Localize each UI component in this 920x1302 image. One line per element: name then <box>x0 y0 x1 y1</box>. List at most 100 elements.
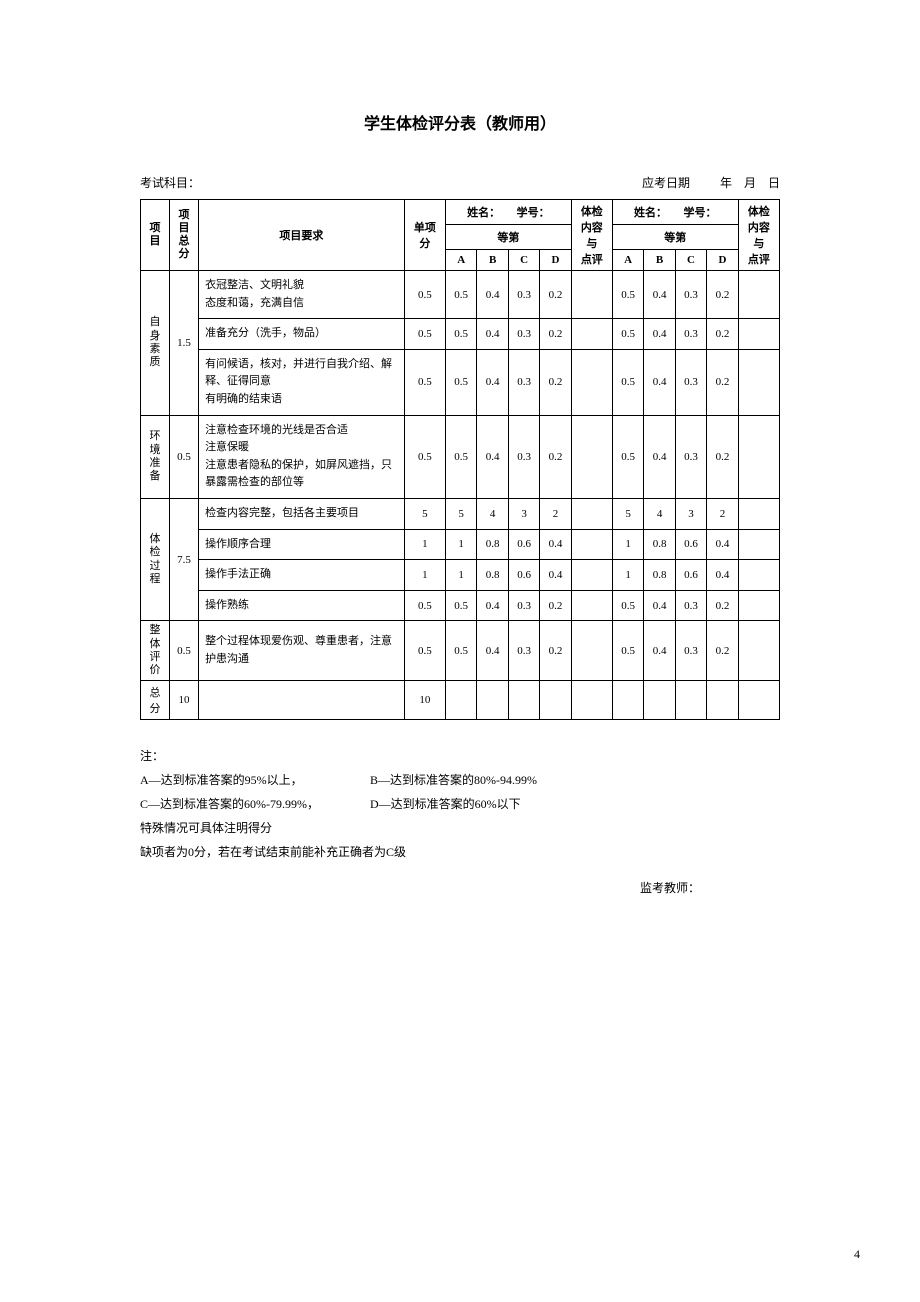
h2-b: B <box>644 250 675 271</box>
section-total: 0.5 <box>170 621 199 681</box>
comment-cell <box>738 498 779 529</box>
grade-cell: 0.5 <box>445 621 476 681</box>
comment-cell <box>571 621 612 681</box>
requirement-cell: 衣冠整洁、文明礼貌 态度和蔼，充满自信 <box>199 271 405 319</box>
grade-cell: 0.2 <box>540 415 571 498</box>
grade-cell: 0.5 <box>612 590 643 621</box>
total-single: 10 <box>404 681 445 720</box>
date-field: 应考日期 年 月 日 <box>642 174 780 191</box>
grade-cell: 0.6 <box>508 529 539 560</box>
grade-cell: 0.5 <box>445 415 476 498</box>
total-blank-cell <box>707 681 738 720</box>
single-score-cell: 1 <box>404 529 445 560</box>
table-row: 整体 评价0.5整个过程体现爱伤观、尊重患者，注意护患沟通0.50.50.40.… <box>141 621 780 681</box>
grade-cell: 0.6 <box>675 529 706 560</box>
grade-cell: 0.4 <box>477 349 508 415</box>
grade-cell: 0.5 <box>612 349 643 415</box>
grade-cell: 0.3 <box>675 319 706 350</box>
total-blank-cell <box>540 681 571 720</box>
requirement-cell: 有问候语，核对，并进行自我介绍、解释、征得同意 有明确的结束语 <box>199 349 405 415</box>
scoring-table: 项目 项目 总分 项目要求 单项分 姓名： 学号： 体检 内容 与 点评 姓名：… <box>140 199 780 720</box>
grade-cell: 0.2 <box>540 271 571 319</box>
student1-name-id: 姓名： 学号： <box>445 200 571 225</box>
col-project-req: 项目要求 <box>199 200 405 271</box>
section-name: 体检 过程 <box>141 498 170 620</box>
grade-cell: 0.3 <box>675 621 706 681</box>
grade-cell: 0.2 <box>540 319 571 350</box>
total-blank-cell <box>445 681 476 720</box>
h2-a: A <box>612 250 643 271</box>
h1-b: B <box>477 250 508 271</box>
table-row: 体检 过程7.5检查内容完整，包括各主要项目554325432 <box>141 498 780 529</box>
table-row: 自身 素质1.5衣冠整洁、文明礼貌 态度和蔼，充满自信0.50.50.40.30… <box>141 271 780 319</box>
total-blank-cell <box>644 681 675 720</box>
comment-cell <box>738 415 779 498</box>
notes-block: 注： A—达到标准答案的95%以上， B—达到标准答案的80%-94.99% C… <box>140 744 780 900</box>
comment-cell <box>571 319 612 350</box>
grade-cell: 0.6 <box>675 560 706 591</box>
grade-cell: 0.2 <box>707 349 738 415</box>
invigilator-label: 监考教师： <box>140 876 780 900</box>
grade-cell: 0.2 <box>707 319 738 350</box>
requirement-cell: 注意检查环境的光线是否合适 注意保暖 注意患者隐私的保护，如屏风遮挡，只暴露需检… <box>199 415 405 498</box>
single-score-cell: 0.5 <box>404 271 445 319</box>
comment-cell <box>738 621 779 681</box>
total-req-blank <box>199 681 405 720</box>
total-row: 总分1010 <box>141 681 780 720</box>
col-comment-2: 体检 内容 与 点评 <box>738 200 779 271</box>
grade-cell: 0.3 <box>508 621 539 681</box>
grade-cell: 0.4 <box>644 590 675 621</box>
total-blank-cell <box>571 681 612 720</box>
single-score-cell: 0.5 <box>404 349 445 415</box>
document-title: 学生体检评分表（教师用） <box>140 110 780 134</box>
date-label: 应考日期 <box>642 176 690 190</box>
grade-cell: 5 <box>612 498 643 529</box>
grade-cell: 0.8 <box>477 560 508 591</box>
section-name: 环境 准备 <box>141 415 170 498</box>
comment-cell <box>571 415 612 498</box>
meta-row: 考试科目： 应考日期 年 月 日 <box>140 174 780 191</box>
grade-label-2: 等第 <box>612 225 738 250</box>
grade-cell: 0.5 <box>445 349 476 415</box>
comment-cell <box>571 590 612 621</box>
grade-cell: 0.4 <box>477 621 508 681</box>
comment-cell <box>738 590 779 621</box>
table-body: 自身 素质1.5衣冠整洁、文明礼貌 态度和蔼，充满自信0.50.50.40.30… <box>141 271 780 720</box>
h1-a: A <box>445 250 476 271</box>
single-score-cell: 0.5 <box>404 621 445 681</box>
grade-cell: 0.4 <box>477 590 508 621</box>
table-row: 操作熟练0.50.50.40.30.20.50.40.30.2 <box>141 590 780 621</box>
date-sep: 年 月 日 <box>720 176 780 190</box>
col-project-total: 项目 总分 <box>170 200 199 271</box>
grade-cell: 0.3 <box>675 271 706 319</box>
grade-cell: 1 <box>612 529 643 560</box>
grade-cell: 0.4 <box>540 560 571 591</box>
comment-cell <box>738 271 779 319</box>
table-row: 有问候语，核对，并进行自我介绍、解释、征得同意 有明确的结束语0.50.50.4… <box>141 349 780 415</box>
single-score-cell: 0.5 <box>404 319 445 350</box>
total-blank-cell <box>675 681 706 720</box>
section-total: 0.5 <box>170 415 199 498</box>
single-score-cell: 5 <box>404 498 445 529</box>
grade-cell: 0.4 <box>540 529 571 560</box>
grade-cell: 2 <box>707 498 738 529</box>
note-missing: 缺项者为0分，若在考试结束前能补充正确者为C级 <box>140 840 780 864</box>
single-score-cell: 0.5 <box>404 590 445 621</box>
student2-name-id: 姓名： 学号： <box>612 200 738 225</box>
grade-cell: 0.3 <box>508 590 539 621</box>
grade-cell: 0.5 <box>445 271 476 319</box>
requirement-cell: 检查内容完整，包括各主要项目 <box>199 498 405 529</box>
grade-cell: 0.2 <box>707 621 738 681</box>
grade-cell: 0.2 <box>540 621 571 681</box>
table-row: 环境 准备0.5注意检查环境的光线是否合适 注意保暖 注意患者隐私的保护，如屏风… <box>141 415 780 498</box>
grade-cell: 0.5 <box>612 271 643 319</box>
table-row: 准备充分（洗手，物品）0.50.50.40.30.20.50.40.30.2 <box>141 319 780 350</box>
table-head: 项目 项目 总分 项目要求 单项分 姓名： 学号： 体检 内容 与 点评 姓名：… <box>141 200 780 271</box>
grade-cell: 0.2 <box>707 590 738 621</box>
comment-cell <box>738 529 779 560</box>
notes-row-ab: A—达到标准答案的95%以上， B—达到标准答案的80%-94.99% <box>140 768 780 792</box>
page-container: 学生体检评分表（教师用） 考试科目： 应考日期 年 月 日 项目 项目 总分 项… <box>0 0 920 900</box>
grade-cell: 0.4 <box>644 621 675 681</box>
total-blank-cell <box>477 681 508 720</box>
grade-label-1: 等第 <box>445 225 571 250</box>
